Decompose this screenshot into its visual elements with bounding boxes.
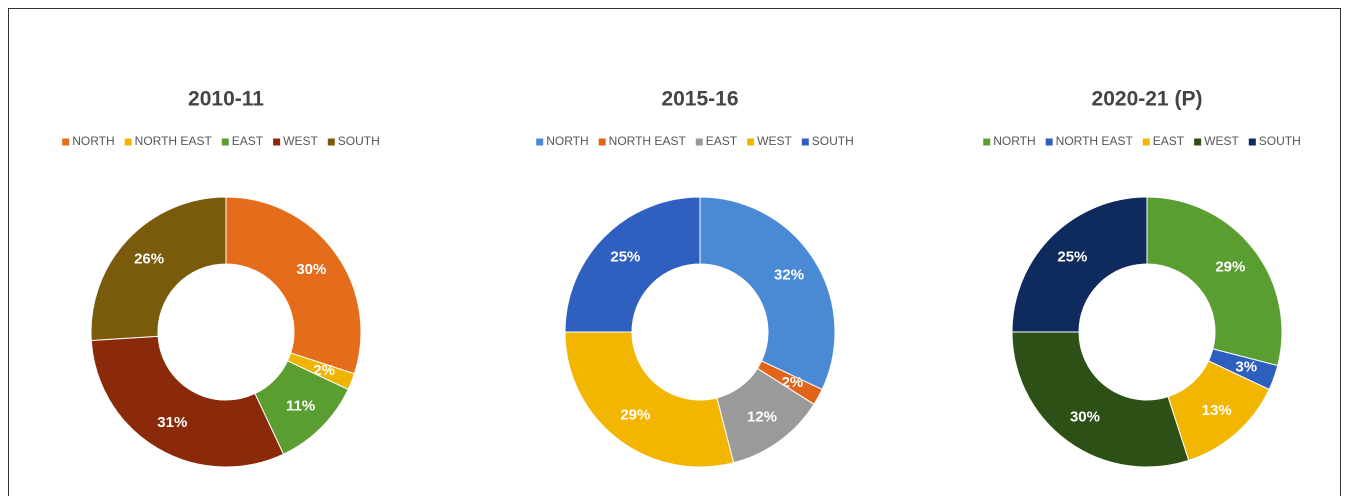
legend-label: NORTH EAST <box>1056 134 1134 148</box>
chart-title: 2015-16 <box>661 88 738 111</box>
donut-slice <box>1011 331 1190 468</box>
data-label: 29% <box>1215 258 1245 275</box>
legend-swatch <box>536 138 544 146</box>
donut-slice <box>225 196 362 375</box>
legend-label: NORTH EAST <box>135 134 213 148</box>
data-label: 31% <box>157 414 187 431</box>
donut-slice <box>90 335 285 468</box>
data-label: 32% <box>774 266 804 283</box>
data-label: 2% <box>313 362 335 379</box>
legend-label: WEST <box>1204 134 1239 148</box>
legend-label: WEST <box>283 134 318 148</box>
data-label: 13% <box>1202 402 1232 419</box>
legend-swatch <box>695 138 703 146</box>
donut-slice <box>1011 196 1148 333</box>
legend-swatch <box>62 138 70 146</box>
legend-swatch <box>1045 138 1053 146</box>
legend-label: SOUTH <box>338 134 380 148</box>
data-label: 3% <box>1235 359 1257 376</box>
legend-swatch <box>801 138 809 146</box>
legend-label: EAST <box>1153 134 1185 148</box>
donut-slice <box>90 196 227 342</box>
data-label: 25% <box>610 248 640 265</box>
legend-swatch <box>747 138 755 146</box>
legend-swatch <box>273 138 281 146</box>
data-label: 29% <box>620 406 650 423</box>
legend-label: SOUTH <box>1259 134 1301 148</box>
data-label: 2% <box>782 374 804 391</box>
legend-swatch <box>598 138 606 146</box>
data-label: 26% <box>134 251 164 268</box>
legend-swatch <box>1248 138 1256 146</box>
legend-label: NORTH <box>72 134 114 148</box>
legend-label: NORTH EAST <box>609 134 687 148</box>
data-label: 30% <box>1070 408 1100 425</box>
donut-slice <box>699 196 836 391</box>
legend-swatch <box>983 138 991 146</box>
frame <box>8 8 1341 496</box>
legend-swatch <box>221 138 229 146</box>
chart-title: 2020-21 (P) <box>1092 88 1203 111</box>
legend-swatch <box>327 138 335 146</box>
chart-title: 2010-11 <box>188 88 264 111</box>
legend-label: NORTH <box>546 134 588 148</box>
data-label: 12% <box>747 408 777 425</box>
legend-label: EAST <box>706 134 738 148</box>
data-label: 25% <box>1057 248 1087 265</box>
donut-slice <box>1146 196 1283 367</box>
legend-label: EAST <box>232 134 264 148</box>
data-label: 11% <box>286 398 315 415</box>
legend-label: WEST <box>757 134 792 148</box>
legend-label: SOUTH <box>812 134 854 148</box>
donut-slice <box>564 196 701 333</box>
legend-swatch <box>1194 138 1202 146</box>
legend-swatch <box>1142 138 1150 146</box>
data-label: 30% <box>296 261 326 278</box>
legend-label: NORTH <box>993 134 1035 148</box>
legend-swatch <box>124 138 132 146</box>
donut-slice <box>564 331 735 468</box>
